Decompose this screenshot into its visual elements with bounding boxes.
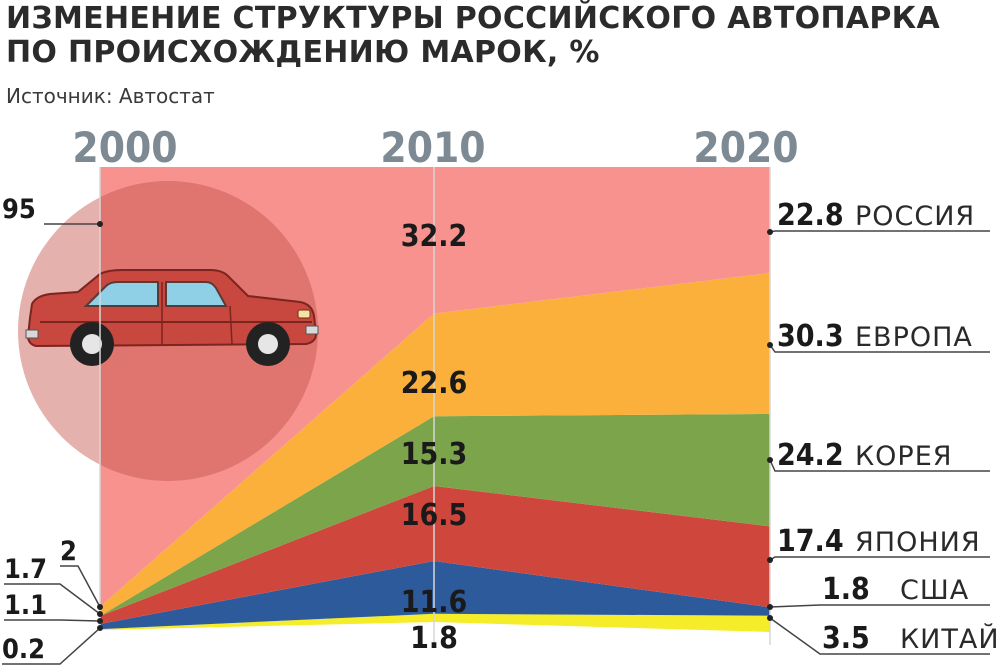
- area-2: [100, 561, 770, 630]
- area-4: [100, 413, 770, 617]
- title-line-1: ИЗМЕНЕНИЕ СТРУКТУРЫ РОССИЙСКОГО АВТОПАРК…: [6, 1, 940, 36]
- value-2010-2: 11.6: [401, 585, 468, 620]
- value-2020-3: 17.4: [777, 524, 844, 559]
- area-3: [100, 486, 770, 624]
- right-label-4: 24.2 КОРЕЯ: [767, 438, 990, 473]
- title-line-2: ПО ПРОИСХОЖДЕНИЮ МАРОК, %: [6, 35, 600, 70]
- value-2000-2: 1.1: [4, 590, 47, 621]
- area-5: [100, 273, 770, 617]
- anchor-dot-right-1: [767, 615, 773, 621]
- value-2000-3: 1.7: [4, 554, 47, 585]
- series-name-1: КИТАЙ: [900, 623, 1000, 655]
- right-label-1: 3.5 КИТАЙ: [767, 615, 1000, 656]
- connector-right-4: [769, 459, 990, 472]
- series-name-4: КОРЕЯ: [855, 441, 953, 472]
- car-illustration: [18, 181, 319, 481]
- connector-right-2: [769, 604, 990, 608]
- connector-left-2: [4, 619, 101, 622]
- series-name-3: ЯПОНИЯ: [855, 527, 981, 558]
- year-label-2020: 2020: [693, 123, 798, 172]
- anchor-dot-left-6: [97, 221, 103, 227]
- connector-left-1: [2, 627, 101, 665]
- right-label-3: 17.4 ЯПОНИЯ: [767, 524, 990, 563]
- left-value-labels: 0.2 1.1 1.7 2 95: [2, 194, 103, 665]
- value-2020-4: 24.2: [777, 438, 844, 473]
- anchor-dot-right-5: [767, 342, 773, 348]
- left-label-3: 1.7: [4, 554, 103, 617]
- year-gridlines: [99, 167, 771, 645]
- left-label-2: 1.1: [4, 590, 103, 624]
- value-2020-6: 22.8: [777, 198, 844, 233]
- year-label-2000: 2000: [72, 123, 177, 172]
- anchor-dot-left-2: [97, 618, 103, 624]
- year-label-2010: 2010: [380, 123, 485, 172]
- mid-value-labels: 1.811.6 16.5 15.3 22.6 32.2: [401, 219, 468, 656]
- value-2010-6: 32.2: [401, 219, 468, 254]
- connector-right-1: [769, 617, 990, 655]
- anchor-dot-left-3: [97, 611, 103, 617]
- area-1: [100, 613, 770, 632]
- value-2010-4: 15.3: [401, 437, 468, 472]
- left-label-5: 2: [60, 536, 103, 610]
- left-label-6: 95: [2, 194, 103, 227]
- right-label-6: 22.8 РОССИЯ: [767, 198, 990, 235]
- value-2020-2: 1.8: [822, 572, 870, 607]
- left-label-1: 0.2: [2, 625, 103, 665]
- value-2010-3: 16.5: [401, 498, 468, 533]
- connector-left-3: [4, 583, 101, 615]
- value-2010-1: 1.8: [410, 621, 458, 656]
- value-2000-6: 95: [2, 194, 36, 225]
- right-label-5: 30.3 ЕВРОПА: [767, 319, 990, 354]
- value-2000-1: 0.2: [2, 634, 45, 665]
- source-note: Источник: Автостат: [6, 84, 215, 108]
- anchor-dot-left-5: [97, 604, 103, 610]
- series-name-6: РОССИЯ: [855, 201, 975, 232]
- anchor-dot-right-6: [767, 229, 773, 235]
- anchor-dot-right-4: [767, 457, 773, 463]
- value-2000-5: 2: [60, 536, 77, 567]
- anchor-dot-right-3: [767, 557, 773, 563]
- value-2020-1: 3.5: [822, 621, 870, 656]
- right-label-2: 1.8 США: [767, 572, 990, 610]
- anchor-dot-left-1: [97, 625, 103, 631]
- anchor-dot-right-2: [767, 604, 773, 610]
- year-axis: 2000 2010 2020: [72, 123, 798, 172]
- value-2010-5: 22.6: [401, 366, 468, 401]
- series-name-5: ЕВРОПА: [855, 322, 973, 353]
- value-2020-5: 30.3: [777, 319, 844, 354]
- chart-title: ИЗМЕНЕНИЕ СТРУКТУРЫ РОССИЙСКОГО АВТОПАРК…: [6, 2, 940, 70]
- right-value-labels: 3.5 КИТАЙ 1.8 США 17.4 ЯПОНИЯ 24.2 КОРЕЯ 30.3 ЕВР…: [767, 198, 1000, 656]
- area-layer: [100, 167, 770, 632]
- connector-left-5: [60, 565, 101, 608]
- series-name-2: США: [900, 575, 969, 606]
- area-6: [100, 167, 770, 607]
